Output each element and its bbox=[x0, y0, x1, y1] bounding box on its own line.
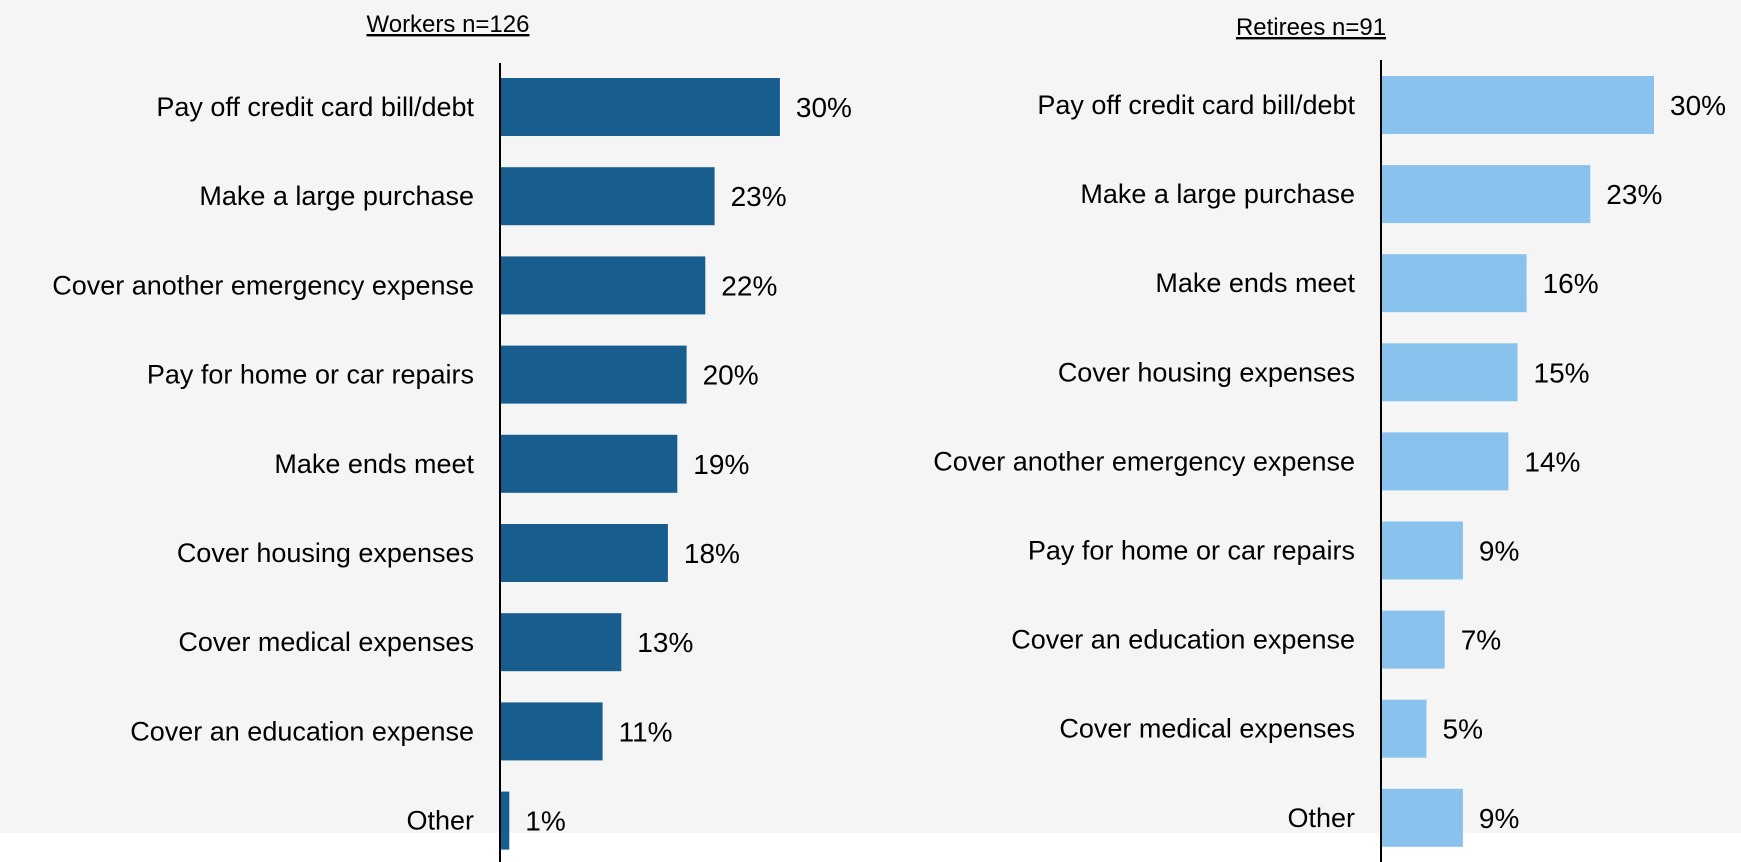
workers-panel-title: Workers n=126 bbox=[367, 11, 530, 38]
retirees-category-label-2: Make ends meet bbox=[1155, 268, 1355, 298]
retirees-category-label-7: Cover medical expenses bbox=[1059, 714, 1355, 744]
retirees-value-label-4: 14% bbox=[1524, 446, 1580, 477]
retirees-panel-title: Retirees n=91 bbox=[1236, 14, 1386, 41]
retirees-category-label-8: Other bbox=[1287, 803, 1355, 833]
retirees-bar-6 bbox=[1381, 610, 1445, 669]
retirees-category-label-0: Pay off credit card bill/debt bbox=[1037, 90, 1355, 120]
workers-value-label-1: 23% bbox=[731, 181, 787, 212]
retirees-category-label-4: Cover another emergency expense bbox=[933, 446, 1355, 476]
workers-bar-3 bbox=[500, 345, 687, 404]
workers-value-label-5: 18% bbox=[684, 538, 740, 569]
retirees-bar-0 bbox=[1381, 76, 1654, 134]
workers-category-label-4: Make ends meet bbox=[274, 449, 474, 479]
workers-category-label-2: Cover another emergency expense bbox=[52, 270, 474, 300]
workers-bar-6 bbox=[500, 613, 622, 672]
retirees-value-label-8: 9% bbox=[1479, 803, 1519, 834]
retirees-bar-2 bbox=[1381, 254, 1527, 313]
workers-category-label-6: Cover medical expenses bbox=[178, 627, 474, 657]
retirees-bar-4 bbox=[1381, 432, 1509, 491]
retirees-value-label-0: 30% bbox=[1670, 90, 1726, 121]
workers-bar-4 bbox=[500, 434, 678, 493]
retirees-value-label-6: 7% bbox=[1461, 625, 1501, 656]
workers-category-label-1: Make a large purchase bbox=[199, 181, 474, 211]
workers-category-label-8: Other bbox=[406, 806, 474, 836]
workers-value-label-2: 22% bbox=[721, 270, 777, 301]
workers-value-label-4: 19% bbox=[693, 449, 749, 480]
retirees-value-label-5: 9% bbox=[1479, 536, 1519, 567]
workers-value-label-3: 20% bbox=[703, 360, 759, 391]
chart-background bbox=[0, 0, 1741, 833]
retirees-bar-8 bbox=[1381, 788, 1463, 847]
workers-category-label-3: Pay for home or car repairs bbox=[147, 360, 474, 390]
retirees-bar-1 bbox=[1381, 165, 1591, 224]
workers-bar-1 bbox=[500, 167, 715, 226]
retirees-category-label-5: Pay for home or car repairs bbox=[1028, 536, 1355, 566]
retirees-bar-5 bbox=[1381, 521, 1463, 580]
retirees-value-label-7: 5% bbox=[1443, 714, 1483, 745]
workers-bar-0 bbox=[500, 78, 780, 136]
retirees-bar-3 bbox=[1381, 343, 1518, 402]
retirees-value-label-3: 15% bbox=[1534, 357, 1590, 388]
workers-value-label-8: 1% bbox=[525, 806, 565, 837]
retirees-bar-7 bbox=[1381, 699, 1427, 758]
workers-value-label-7: 11% bbox=[619, 716, 673, 747]
workers-bar-7 bbox=[500, 702, 603, 761]
workers-category-label-0: Pay off credit card bill/debt bbox=[156, 92, 474, 122]
workers-bar-8 bbox=[500, 791, 510, 850]
workers-category-label-5: Cover housing expenses bbox=[177, 538, 474, 568]
workers-value-label-6: 13% bbox=[637, 627, 693, 658]
retirees-value-label-1: 23% bbox=[1606, 179, 1662, 210]
retirees-category-label-1: Make a large purchase bbox=[1080, 179, 1355, 209]
retirees-category-label-3: Cover housing expenses bbox=[1058, 357, 1355, 387]
workers-category-label-7: Cover an education expense bbox=[130, 716, 474, 746]
retirees-value-label-2: 16% bbox=[1543, 268, 1599, 299]
workers-bar-2 bbox=[500, 256, 706, 315]
retirees-category-label-6: Cover an education expense bbox=[1011, 625, 1355, 655]
workers-value-label-0: 30% bbox=[796, 92, 852, 123]
workers-bar-5 bbox=[500, 524, 668, 582]
